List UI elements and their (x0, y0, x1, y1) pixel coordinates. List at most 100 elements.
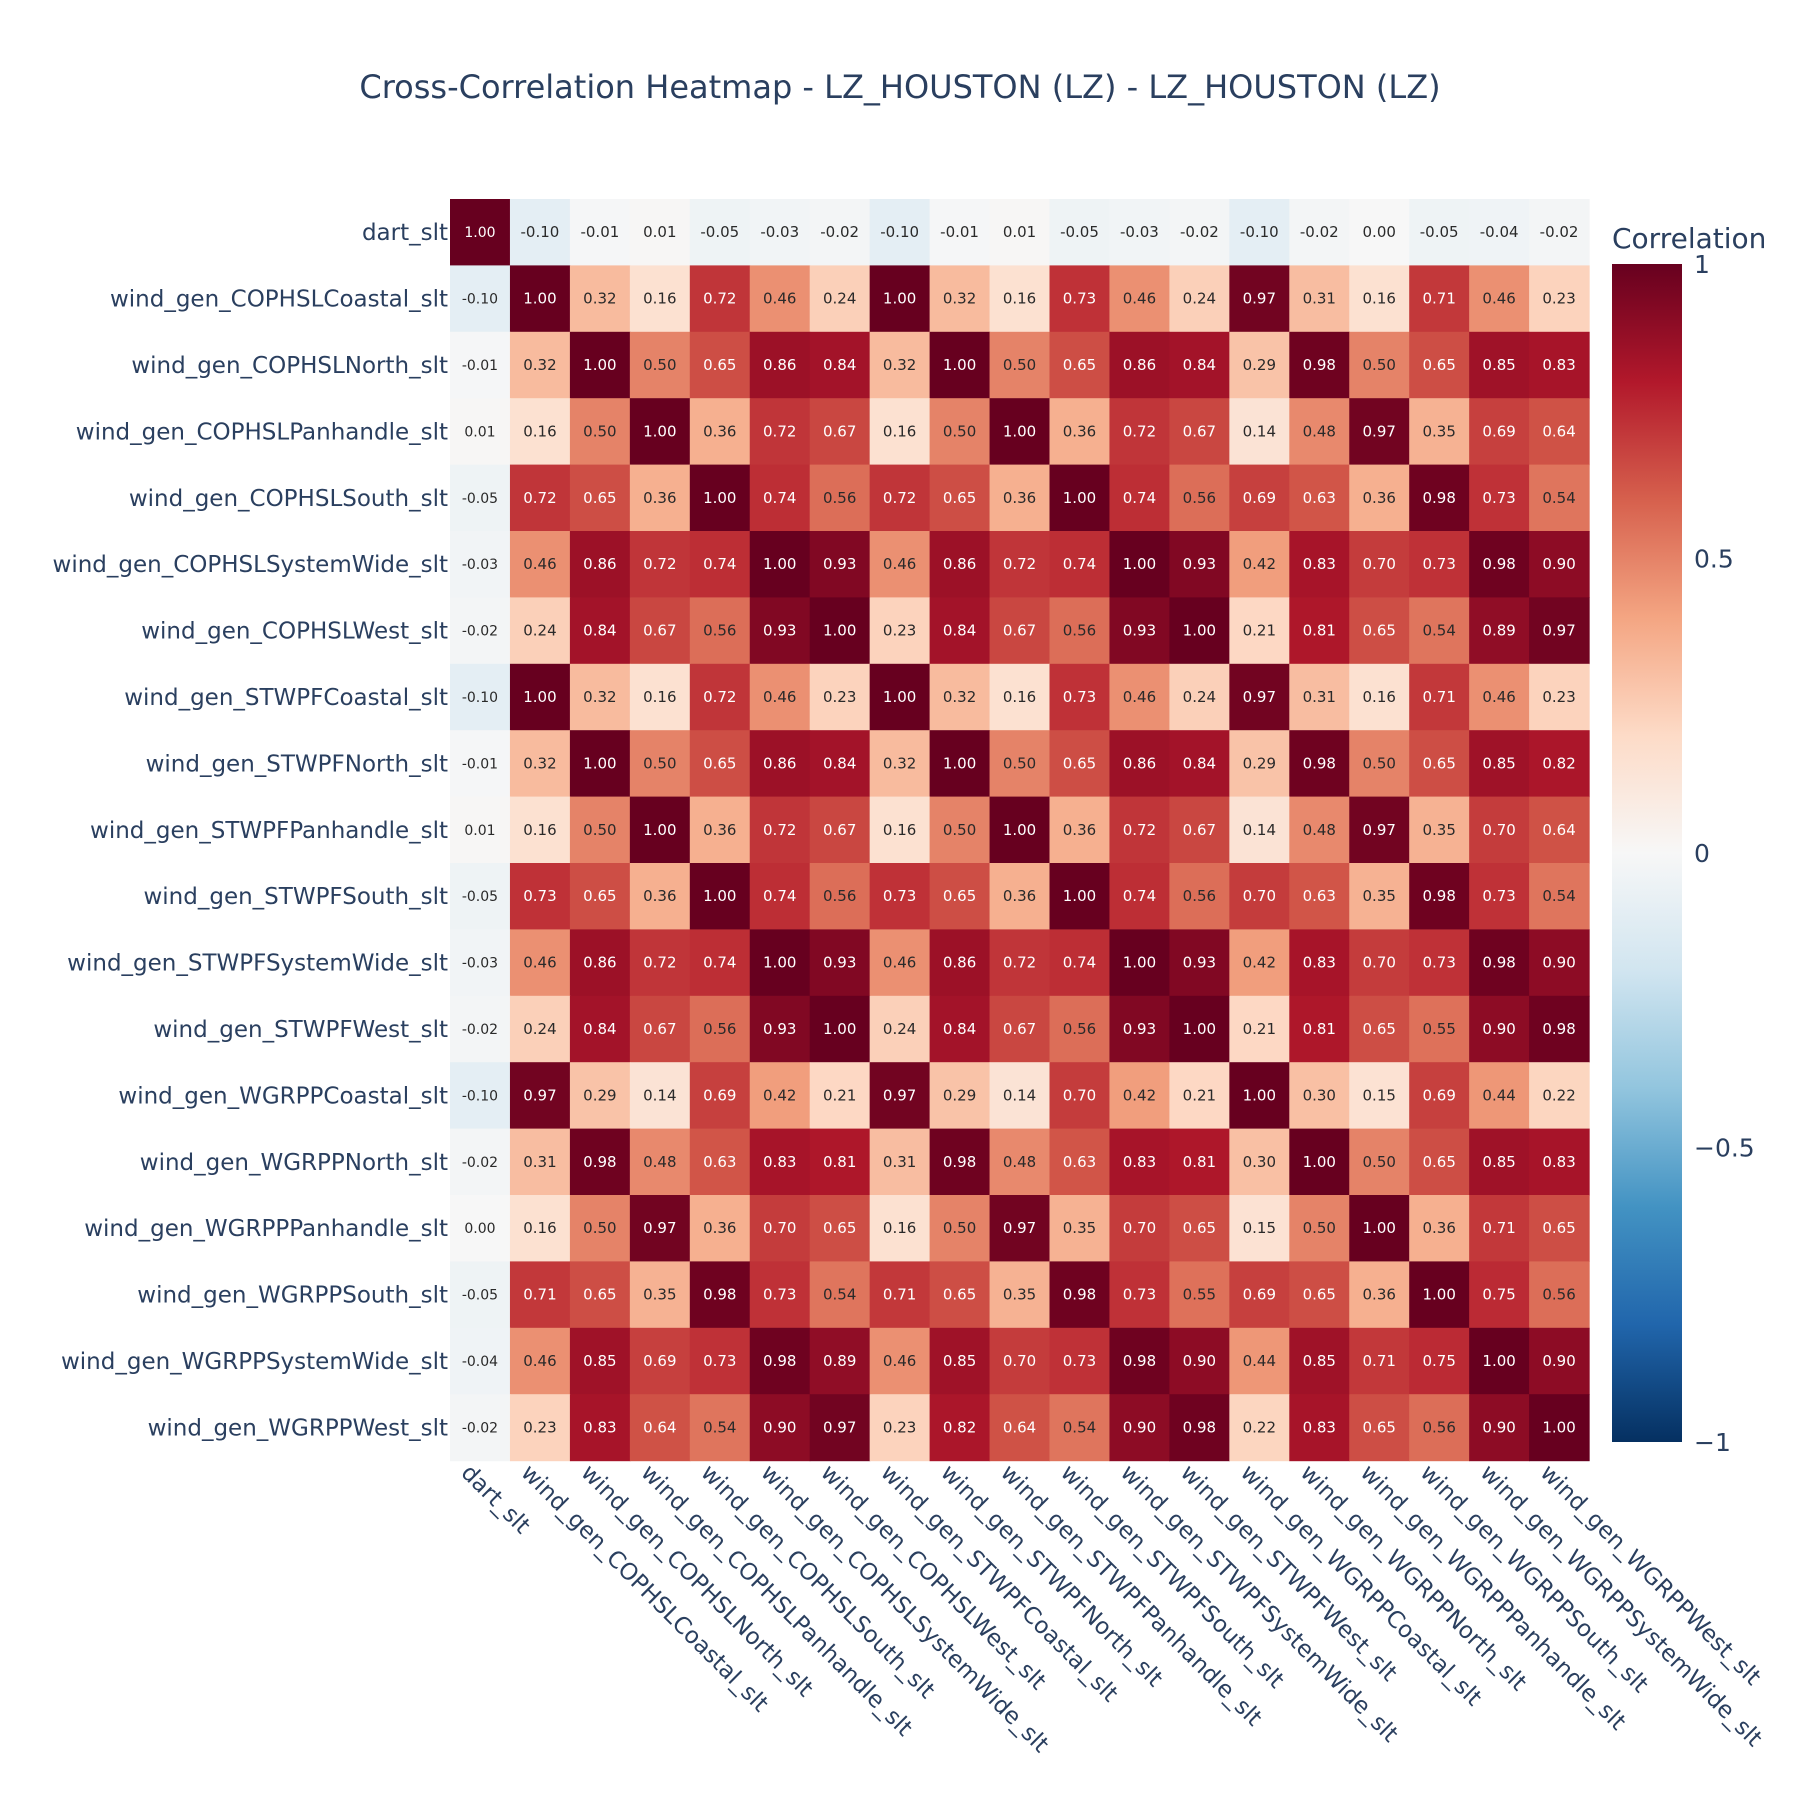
heatmap-cell (869, 1394, 931, 1462)
heatmap-cell (689, 1128, 751, 1196)
cell-value-label: 0.64 (643, 1418, 676, 1436)
heatmap-cell (809, 464, 871, 532)
heatmap-cell (749, 1327, 811, 1395)
heatmap-cell (1349, 929, 1410, 997)
heatmap-cell (989, 531, 1051, 598)
cell-value-label: 0.46 (883, 1352, 916, 1370)
heatmap-cell (1289, 863, 1350, 930)
heatmap-cell (1109, 531, 1170, 598)
heatmap-cell (1349, 1394, 1410, 1462)
heatmap-cell (1169, 1062, 1230, 1130)
heatmap-cell (1229, 863, 1290, 930)
cell-value-label: 0.36 (703, 821, 736, 839)
cell-value-label: 0.30 (1243, 1153, 1276, 1171)
heatmap-cell (869, 331, 931, 399)
cell-value-label: 0.24 (523, 1020, 556, 1038)
y-tick-label: wind_gen_STWPFCoastal_slt (124, 685, 448, 711)
cell-value-label: 0.74 (763, 887, 796, 905)
heatmap-cell (1049, 199, 1111, 266)
cell-value-label: 0.98 (1482, 954, 1515, 972)
heatmap-cell (749, 1394, 811, 1462)
cell-value-label: 0.97 (1243, 688, 1276, 706)
heatmap-cell (989, 929, 1051, 997)
cell-value-label: 1.00 (643, 821, 676, 839)
cell-value-label: 0.65 (1183, 1219, 1216, 1237)
cell-value-label: 0.90 (1482, 1020, 1515, 1038)
cell-value-label: -0.05 (700, 223, 739, 241)
cell-value-label: 0.16 (883, 1219, 916, 1237)
cell-value-label: 0.16 (1003, 688, 1036, 706)
heatmap-cell (689, 199, 751, 266)
cell-value-label: 0.50 (583, 422, 616, 440)
heatmap-cell (569, 1195, 631, 1262)
cell-value-label: 0.98 (763, 1352, 796, 1370)
cell-value-label: 0.22 (1243, 1418, 1276, 1436)
cell-value-label: 0.97 (823, 1418, 856, 1436)
heatmap-cell (629, 995, 691, 1063)
heatmap-cell (1109, 995, 1170, 1063)
cell-value-label: 0.75 (1422, 1352, 1455, 1370)
cell-value-label: 0.67 (1003, 622, 1036, 640)
heatmap-cell (1409, 663, 1470, 731)
cell-value-label: 0.36 (1003, 887, 1036, 905)
heatmap-cell (1049, 331, 1111, 399)
heatmap-cell (929, 398, 991, 466)
heatmap-cell (1529, 1327, 1590, 1395)
heatmap-cell (1349, 531, 1410, 598)
cell-value-label: 0.14 (643, 1086, 676, 1104)
heatmap-cell (1529, 1261, 1590, 1329)
cell-value-label: 0.16 (643, 290, 676, 308)
cell-value-label: 0.74 (703, 954, 736, 972)
cell-value-label: 0.65 (703, 754, 736, 772)
cell-value-label: 0.72 (643, 954, 676, 972)
cell-value-label: 1.00 (1243, 1086, 1276, 1104)
heatmap-cell (1109, 663, 1170, 731)
cell-value-label: 0.14 (1003, 1086, 1036, 1104)
cell-value-label: 0.85 (943, 1352, 976, 1370)
heatmap-cell (509, 199, 571, 266)
cell-value-label: 0.67 (1003, 1020, 1036, 1038)
cell-value-label: 0.46 (1482, 290, 1515, 308)
y-tick-label: wind_gen_STWPFNorth_slt (146, 751, 448, 777)
heatmap-cell (569, 265, 631, 333)
heatmap-cell (509, 597, 571, 665)
cell-value-label: 0.36 (643, 489, 676, 507)
heatmap-cell (629, 663, 691, 731)
cell-value-label: 0.31 (1303, 688, 1336, 706)
cell-value-label: -0.10 (521, 223, 560, 241)
heatmap-cell (1409, 929, 1470, 997)
cell-value-label: 0.86 (763, 356, 796, 374)
cell-value-label: 0.85 (1303, 1352, 1336, 1370)
heatmap-cell (629, 331, 691, 399)
heatmap-cell (1469, 1327, 1530, 1395)
cell-value-label: 0.16 (523, 821, 556, 839)
y-tick-label: wind_gen_WGRPPNorth_slt (140, 1150, 448, 1176)
cell-value-label: 0.97 (883, 1086, 916, 1104)
heatmap-cell (1349, 464, 1410, 532)
heatmap-cell (1109, 1195, 1170, 1262)
cell-value-label: 0.36 (703, 422, 736, 440)
heatmap-cell (1109, 929, 1170, 997)
cell-value-label: 0.30 (1303, 1086, 1336, 1104)
heatmap-cell (1289, 531, 1350, 598)
cell-value-label: 0.98 (1303, 754, 1336, 772)
heatmap-cell (1109, 796, 1170, 864)
heatmap-cell (1349, 796, 1410, 864)
cell-value-label: 0.84 (943, 1020, 976, 1038)
heatmap-cell (749, 531, 811, 598)
cell-value-label: 0.83 (763, 1153, 796, 1171)
heatmap-cell (1349, 1062, 1410, 1130)
cell-value-label: 0.46 (883, 555, 916, 573)
cell-value-label: 0.84 (823, 754, 856, 772)
colorbar-gradient (1612, 264, 1682, 1442)
heatmap-cell (1169, 730, 1230, 798)
heatmap-cell (929, 265, 991, 333)
cell-value-label: 0.65 (823, 1219, 856, 1237)
heatmap-cell (1229, 398, 1290, 466)
cell-value-label: 0.24 (883, 1020, 916, 1038)
cell-value-label: 1.00 (823, 622, 856, 640)
cell-value-label: 0.35 (1422, 422, 1455, 440)
heatmap-cell (1109, 1327, 1170, 1395)
cell-value-label: 0.71 (523, 1286, 556, 1304)
